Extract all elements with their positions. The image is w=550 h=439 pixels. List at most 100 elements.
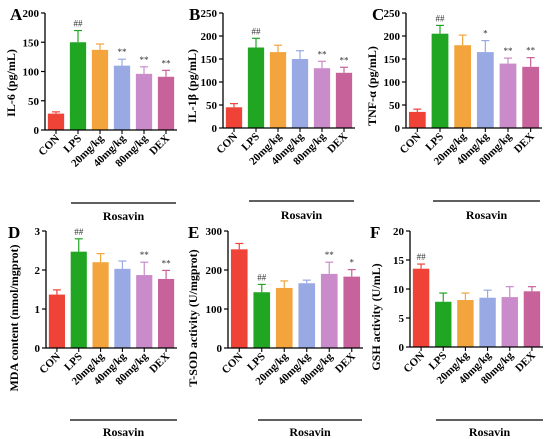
bar-80mg/kg: [320, 273, 338, 348]
x-tick-label: CON: [36, 133, 62, 159]
y-tick-label: 300: [206, 226, 223, 238]
significance-mark: ##: [74, 227, 84, 237]
bar-80mg/kg: [501, 297, 518, 347]
bar-40mg/kg: [479, 297, 496, 347]
y-axis: 0 5 10 15 20: [393, 226, 411, 354]
y-tick-label: 0: [35, 343, 41, 355]
x-tick-label: DEX: [513, 350, 538, 375]
x-tick-label: CON: [37, 351, 63, 377]
y-tick-label: 150: [23, 37, 40, 49]
bar-80mg/kg: [499, 63, 517, 128]
bar-CON: [48, 294, 65, 348]
significance-mark: ##: [257, 272, 267, 282]
significance-mark: **: [118, 47, 128, 57]
bar-LPS: [253, 292, 271, 348]
x-tick-label: CON: [401, 350, 427, 376]
x-tick-label: DEX: [333, 351, 358, 376]
y-tick-label: 0: [217, 343, 223, 355]
bar-LPS: [70, 251, 87, 348]
y-tick-label: 250: [384, 8, 401, 20]
y-tick-label: 50: [389, 100, 401, 112]
bar-LPS: [431, 33, 449, 129]
y-tick-label: 0: [212, 123, 218, 135]
bar-CON: [230, 249, 248, 348]
bar-CON: [47, 113, 65, 130]
bar-80mg/kg: [313, 68, 331, 128]
y-tick-label: 100: [23, 67, 40, 79]
significance-mark: ##: [252, 26, 262, 36]
significance-mark: **: [162, 258, 172, 268]
bar-80mg/kg: [135, 73, 153, 130]
group-label: Rosavin: [281, 208, 323, 222]
y-tick-label: 100: [206, 304, 223, 316]
bar-LPS: [69, 42, 87, 130]
y-tick-label: 3: [35, 226, 41, 238]
y-axis: 0 100 200 300: [206, 226, 229, 355]
significance-mark: ##: [436, 13, 446, 23]
y-tick-label: 0: [34, 125, 40, 137]
x-tick-label: DEX: [147, 133, 172, 158]
x-tick-label: DEX: [512, 131, 537, 156]
bar-DEX: [343, 276, 361, 348]
bar-series: ## ** ** **: [47, 19, 175, 131]
bar-20mg/kg: [457, 300, 474, 347]
y-tick-label: 200: [201, 31, 218, 43]
bar-40mg/kg: [291, 59, 309, 128]
bar-DEX: [157, 76, 175, 130]
bar-20mg/kg: [92, 262, 109, 348]
y-tick-label: 0: [395, 123, 401, 135]
y-axis: 0 50 100 150 200 250: [201, 8, 224, 135]
significance-mark: ##: [74, 19, 84, 29]
x-tick-label: DEX: [147, 351, 172, 376]
significance-mark: *: [483, 29, 488, 39]
significance-mark: **: [325, 250, 335, 260]
y-tick-label: 5: [399, 313, 405, 325]
y-tick-label: 2: [35, 265, 41, 277]
bar-LPS: [435, 301, 452, 347]
significance-mark: **: [140, 55, 150, 65]
significance-mark: **: [162, 58, 172, 68]
x-tick-label: DEX: [325, 131, 350, 156]
panel-a-il6: A IL-6 (pg/mL) 0 50 100 150 200 ## ** ** ** CON…: [4, 5, 177, 223]
y-tick-label: 200: [206, 265, 223, 277]
bar-series: ## ** **: [225, 26, 353, 128]
significance-mark: **: [504, 46, 514, 56]
y-tick-label: 100: [201, 77, 218, 89]
y-tick-label: 150: [384, 54, 401, 66]
y-tick-label: 200: [23, 8, 40, 20]
panel-f-gsh: F GSH activity (U/mL) 0 5 10 15 20 ## CON LPS…: [369, 223, 543, 439]
y-tick-label: 250: [201, 8, 218, 20]
bar-series: ##***: [230, 242, 361, 348]
y-tick-label: 20: [393, 226, 405, 238]
group-label: Rosavin: [466, 208, 508, 222]
y-axis-title: GSH activity (U/mL): [369, 263, 383, 370]
panel-letter: E: [188, 223, 199, 242]
significance-mark: **: [318, 49, 328, 59]
significance-mark: **: [140, 250, 150, 260]
significance-mark: *: [350, 258, 355, 268]
y-axis-title: MDA content (nmol/mgprot): [7, 244, 21, 391]
y-axis-title: T-SOD activity (U/mgprot): [186, 249, 200, 386]
bar-CON: [408, 111, 426, 128]
y-tick-label: 150: [201, 54, 218, 66]
group-label: Rosavin: [469, 425, 511, 439]
panel-letter: C: [372, 5, 384, 24]
x-tick-label: CON: [220, 351, 246, 377]
group-label: Rosavin: [103, 209, 145, 223]
y-tick-label: 0: [399, 342, 405, 354]
y-axis: 0 50 100 150 200: [23, 8, 46, 137]
bar-CON: [412, 268, 430, 347]
panel-letter: B: [189, 5, 200, 24]
bar-DEX: [522, 66, 540, 128]
bar-series: ## ** **: [48, 227, 175, 348]
bar-LPS: [247, 47, 265, 128]
significance-mark: **: [340, 55, 350, 65]
